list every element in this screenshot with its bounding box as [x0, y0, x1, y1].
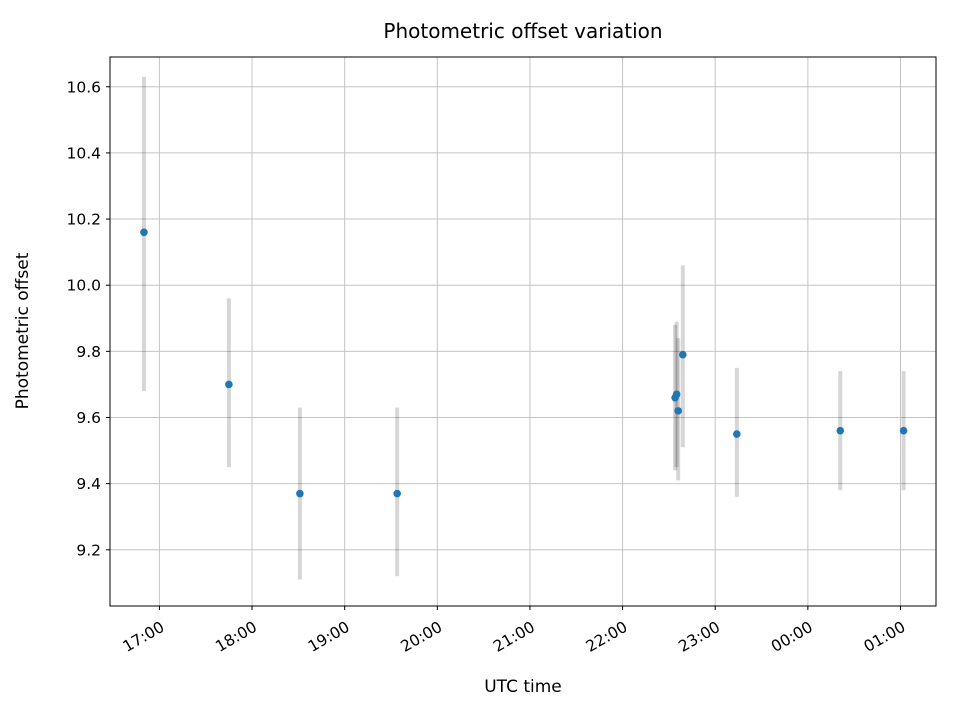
y-tick-label: 9.6: [76, 409, 101, 427]
data-point: [733, 430, 741, 438]
data-point: [393, 489, 401, 498]
x-tick-label: 20:00: [398, 618, 446, 656]
chart-title: Photometric offset variation: [383, 19, 662, 43]
x-tick-label: 00:00: [768, 618, 816, 656]
y-tick-label: 10.6: [66, 78, 101, 96]
y-tick-label: 10.4: [66, 144, 101, 162]
data-point: [674, 407, 682, 415]
y-tick-label: 9.8: [76, 343, 101, 361]
y-axis-label: Photometric offset: [13, 252, 33, 409]
data-point: [225, 380, 233, 389]
y-tick-label: 10.0: [66, 277, 101, 295]
x-axis-label: UTC time: [484, 677, 562, 697]
data-point: [899, 426, 908, 435]
plot-frame: [109, 56, 937, 607]
data-point: [836, 426, 845, 435]
data-point: [678, 350, 687, 359]
x-tick-label: 17:00: [120, 618, 168, 656]
x-tick-label: 23:00: [676, 618, 724, 656]
data-point: [140, 228, 148, 237]
data-point: [672, 390, 681, 399]
y-tick-label: 9.4: [76, 475, 101, 493]
data-point: [296, 489, 304, 498]
x-tick-label: 01:00: [861, 618, 909, 656]
y-tick-label: 10.2: [66, 211, 101, 229]
x-tick-label: 18:00: [212, 618, 260, 656]
x-tick-label: 21:00: [490, 618, 538, 656]
y-tick-label: 9.2: [76, 541, 101, 559]
x-tick-label: 22:00: [583, 618, 631, 656]
x-tick-label: 19:00: [305, 618, 353, 656]
